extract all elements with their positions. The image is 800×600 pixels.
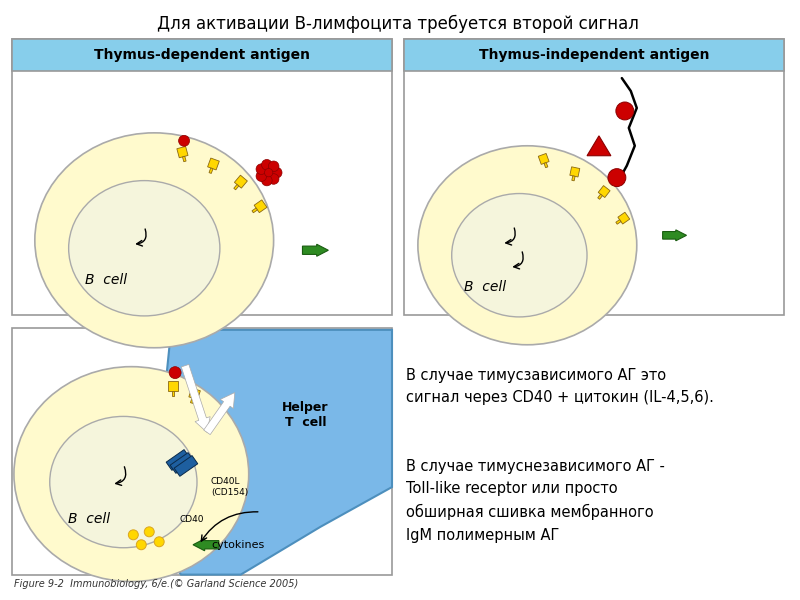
- Polygon shape: [177, 146, 188, 158]
- Text: B  cell: B cell: [69, 512, 110, 526]
- Text: Для активации В-лимфоцита требуется второй сигнал: Для активации В-лимфоцита требуется втор…: [157, 14, 639, 32]
- Text: В случае тимуснезависимого АГ -
Toll-like receptor или просто
обширная сшивка ме: В случае тимуснезависимого АГ - Toll-lik…: [406, 459, 665, 542]
- Polygon shape: [598, 185, 610, 197]
- Polygon shape: [234, 175, 247, 188]
- Ellipse shape: [14, 367, 249, 581]
- Text: B  cell: B cell: [465, 280, 506, 294]
- Polygon shape: [189, 388, 200, 400]
- Polygon shape: [572, 176, 575, 181]
- Text: Thymus-independent antigen: Thymus-independent antigen: [478, 48, 710, 62]
- Polygon shape: [207, 158, 219, 170]
- Text: Helper
T  cell: Helper T cell: [282, 401, 329, 430]
- Polygon shape: [172, 391, 174, 397]
- Circle shape: [128, 530, 138, 540]
- Circle shape: [271, 167, 282, 178]
- Polygon shape: [190, 398, 194, 403]
- Bar: [166, 449, 190, 470]
- Circle shape: [268, 173, 279, 184]
- Polygon shape: [570, 167, 580, 177]
- Polygon shape: [618, 212, 630, 224]
- Circle shape: [136, 540, 146, 550]
- Polygon shape: [598, 194, 602, 199]
- Text: cytokines: cytokines: [211, 540, 264, 550]
- Polygon shape: [168, 381, 178, 391]
- Bar: [404, 40, 784, 315]
- Circle shape: [169, 367, 181, 379]
- Polygon shape: [182, 364, 210, 433]
- Polygon shape: [544, 163, 548, 167]
- Polygon shape: [193, 539, 219, 551]
- Polygon shape: [616, 220, 621, 224]
- Polygon shape: [234, 184, 239, 190]
- Polygon shape: [182, 156, 186, 161]
- Polygon shape: [538, 154, 549, 164]
- Ellipse shape: [50, 416, 197, 548]
- Text: В случае тимусзависимого АГ это
сигнал через CD40 + цитокин (IL-4,5,6).: В случае тимусзависимого АГ это сигнал ч…: [406, 368, 714, 405]
- Text: CD40: CD40: [179, 515, 203, 524]
- Circle shape: [154, 537, 164, 547]
- Circle shape: [268, 161, 279, 172]
- Ellipse shape: [35, 133, 274, 348]
- Polygon shape: [587, 136, 611, 156]
- Bar: [12, 328, 392, 575]
- Bar: [12, 40, 392, 315]
- Text: B  cell: B cell: [86, 273, 127, 287]
- Polygon shape: [159, 330, 392, 575]
- Polygon shape: [209, 168, 213, 173]
- Polygon shape: [302, 244, 328, 256]
- Bar: [170, 452, 194, 473]
- Circle shape: [256, 171, 266, 181]
- Polygon shape: [204, 392, 235, 434]
- Text: Figure 9-2  Immunobiology, 6/e.(© Garland Science 2005): Figure 9-2 Immunobiology, 6/e.(© Garland…: [14, 578, 298, 589]
- Circle shape: [256, 164, 266, 175]
- Bar: [404, 40, 784, 71]
- Bar: [12, 40, 392, 71]
- Bar: [174, 455, 198, 476]
- Circle shape: [262, 175, 272, 186]
- Text: Thymus-dependent antigen: Thymus-dependent antigen: [94, 48, 310, 62]
- Circle shape: [262, 160, 272, 170]
- Ellipse shape: [69, 181, 220, 316]
- Polygon shape: [662, 230, 686, 241]
- Circle shape: [178, 136, 190, 146]
- Ellipse shape: [452, 194, 587, 317]
- Circle shape: [144, 527, 154, 537]
- Text: CD40L
(CD154): CD40L (CD154): [211, 478, 248, 497]
- Circle shape: [608, 169, 626, 187]
- Circle shape: [265, 169, 273, 177]
- Polygon shape: [254, 200, 267, 212]
- Polygon shape: [252, 208, 258, 213]
- Ellipse shape: [418, 146, 637, 345]
- Circle shape: [616, 102, 634, 120]
